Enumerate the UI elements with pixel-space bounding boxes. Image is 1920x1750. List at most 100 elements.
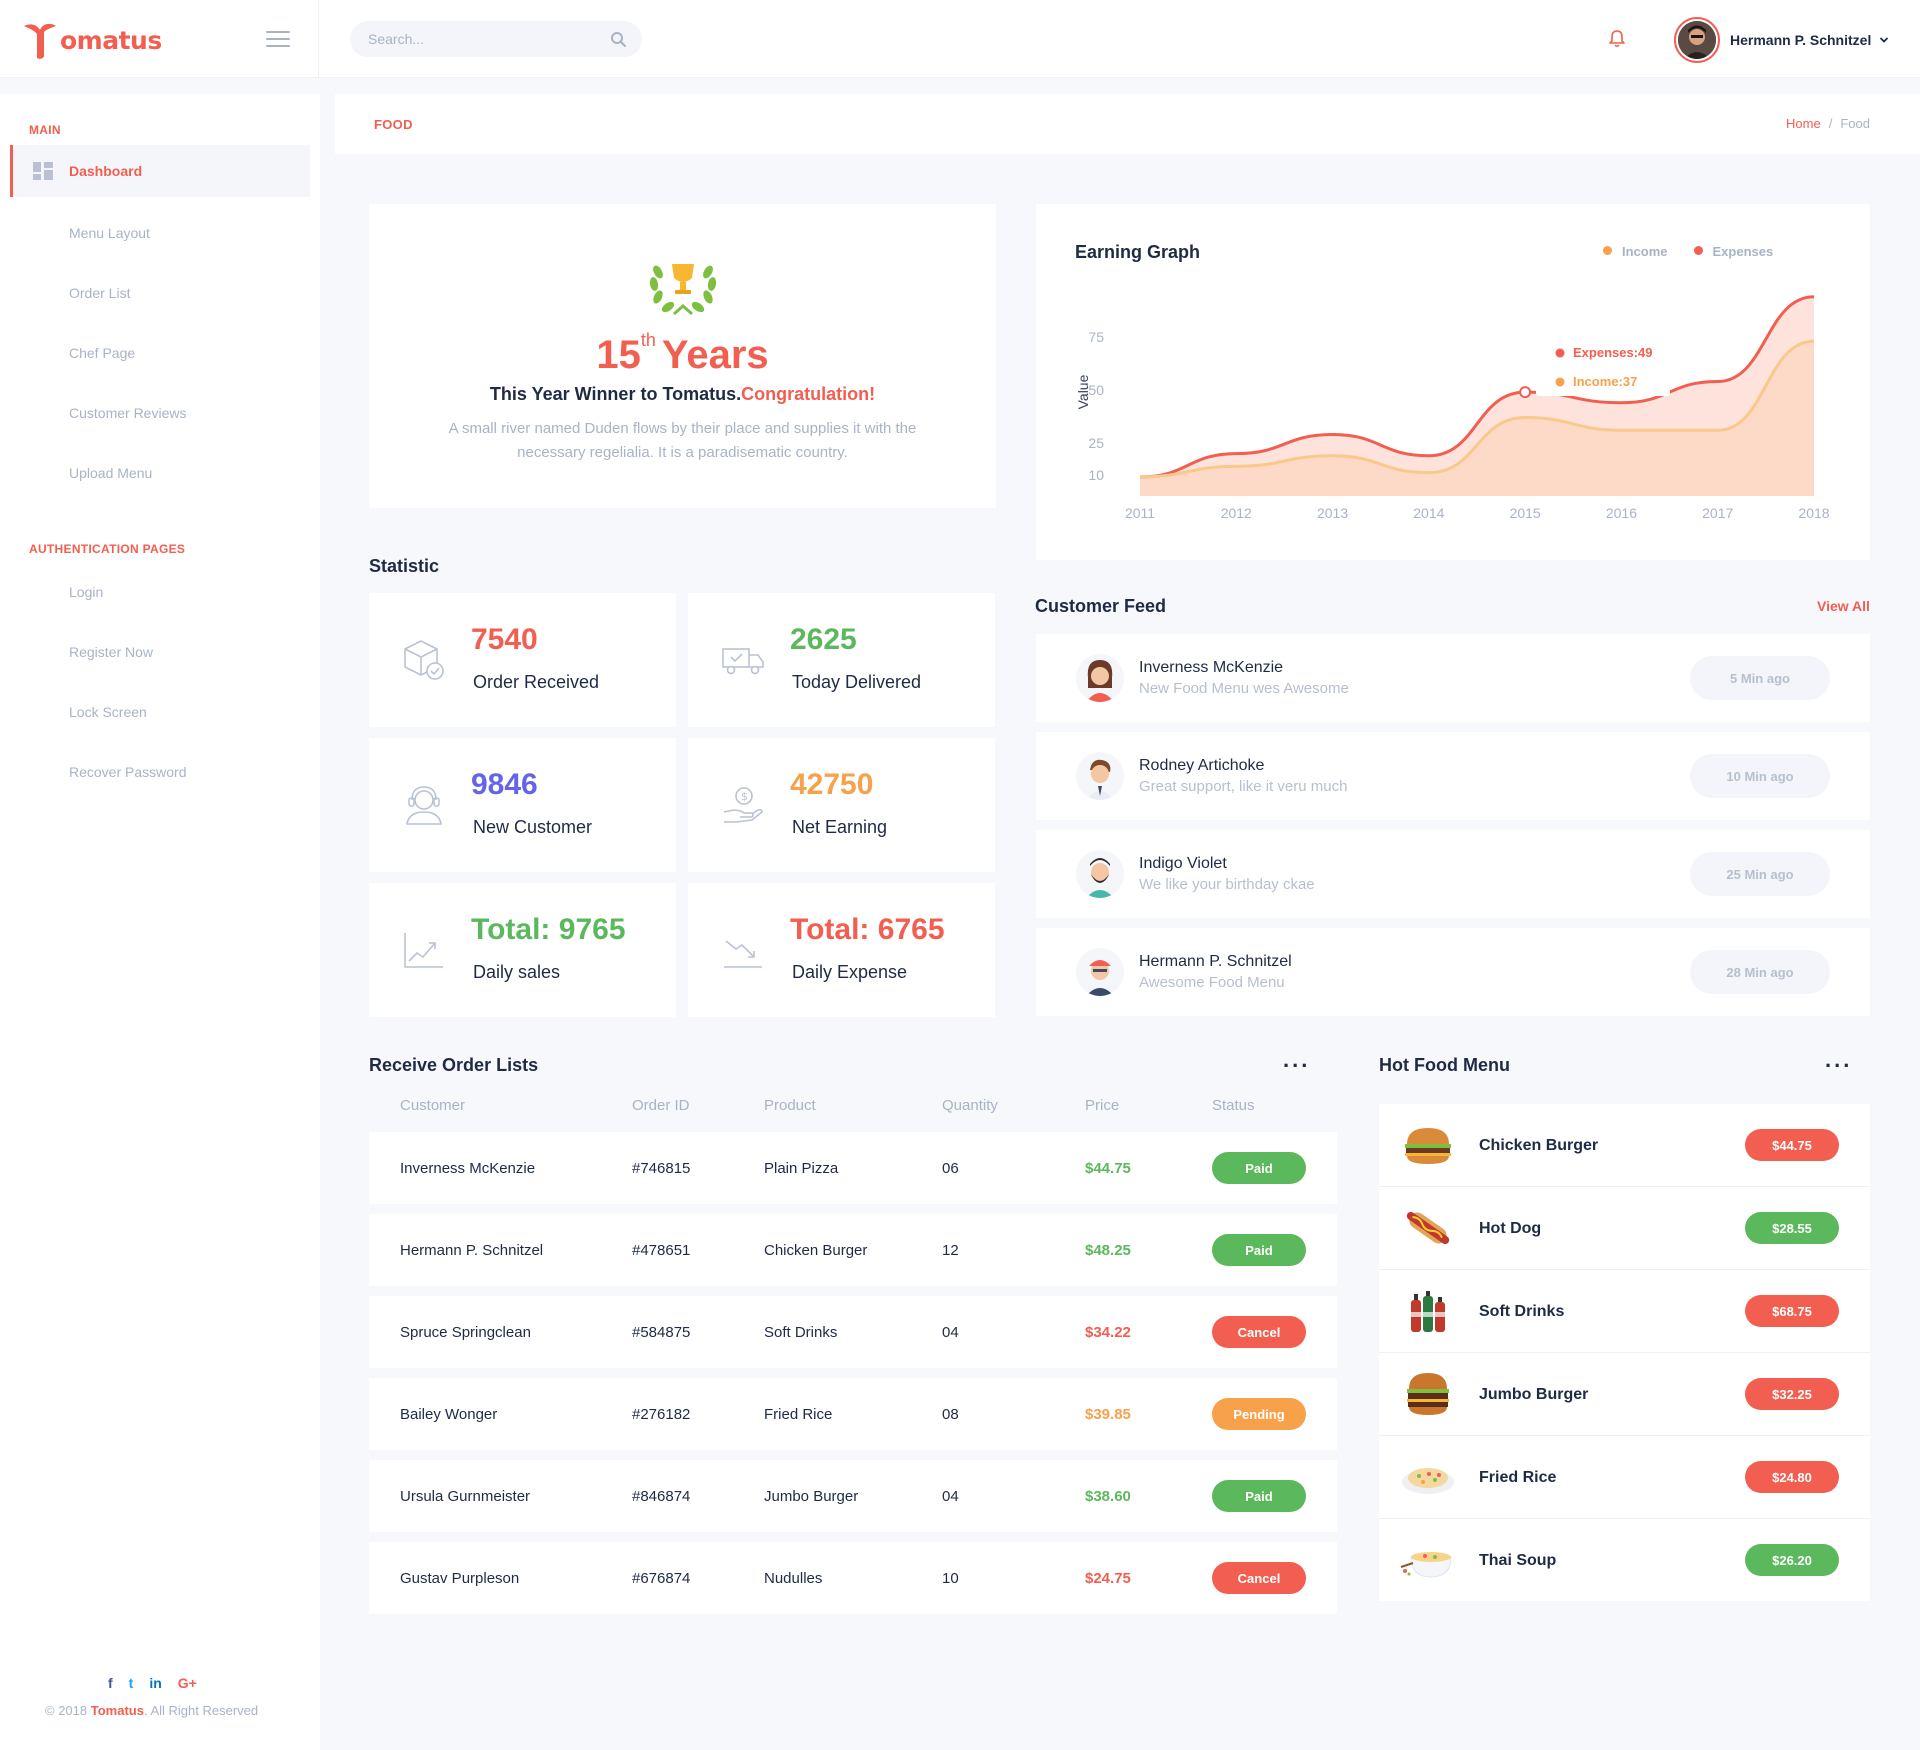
sidebar-item-customer-reviews[interactable]: Customer Reviews — [10, 387, 310, 439]
menu-item-price: $24.80 — [1745, 1461, 1839, 1493]
chart-tooltip — [1536, 330, 1670, 396]
stat-card-orders: 7540 Order Received — [369, 593, 676, 727]
table-row[interactable]: Ursula Gurnmeister #846874 Jumbo Burger 04 $… — [369, 1460, 1337, 1532]
table-row[interactable]: Spruce Springclean #584875 Soft Drinks 04 $3… — [369, 1296, 1337, 1368]
status-badge[interactable]: Cancel — [1212, 1562, 1306, 1594]
avatar — [1076, 654, 1124, 702]
status-badge[interactable]: Pending — [1212, 1398, 1306, 1430]
legend-dot-income — [1603, 246, 1612, 255]
column-header: Customer — [400, 1097, 466, 1114]
feed-message: Awesome Food Menu — [1139, 974, 1285, 991]
statistic-heading: Statistic — [369, 556, 440, 576]
brand-name: omatus — [60, 25, 162, 55]
feed-item[interactable]: Rodney Artichoke Great support, like it … — [1036, 732, 1870, 820]
hot-menu-more-icon[interactable]: ... — [1825, 1047, 1853, 1072]
sidebar-item-recover-password[interactable]: Recover Password — [10, 746, 310, 798]
feed-message: New Food Menu wes Awesome — [1139, 680, 1349, 697]
stat-card-earning: $ 42750 Net Earning — [688, 738, 995, 872]
bearded-man-avatar-icon — [1086, 858, 1114, 898]
stat-label: Daily sales — [473, 962, 561, 982]
stat-card-delivered: 2625 Today Delivered — [688, 593, 995, 727]
legend-expenses[interactable]: Expenses — [1693, 244, 1773, 259]
facebook-icon[interactable]: f — [108, 1675, 113, 1691]
google-plus-icon[interactable]: G+ — [177, 1675, 197, 1691]
winner-text: This Year Winner to Tomatus. — [489, 384, 742, 404]
menu-item[interactable]: Chicken Burger $44.75 — [1379, 1104, 1870, 1187]
sidebar-heading-main: MAIN — [29, 123, 61, 137]
twitter-icon[interactable]: t — [128, 1675, 134, 1691]
menu-toggle-icon[interactable] — [266, 31, 290, 47]
cell-product: Chicken Burger — [764, 1242, 868, 1259]
sidebar-item-chef-page[interactable]: Chef Page — [10, 327, 310, 379]
sidebar-item-register[interactable]: Register Now — [10, 626, 310, 678]
sidebar-item-menu-layout[interactable]: Menu Layout — [10, 207, 310, 259]
status-badge[interactable]: Paid — [1212, 1480, 1306, 1512]
cell-customer: Gustav Purpleson — [400, 1570, 520, 1587]
breadcrumb-home[interactable]: Home — [1786, 116, 1821, 131]
menu-item[interactable]: Hot Dog $28.55 — [1379, 1187, 1870, 1270]
cell-qty: 08 — [942, 1406, 959, 1423]
linkedin-icon[interactable]: in — [149, 1675, 162, 1691]
stat-label: Today Delivered — [792, 672, 922, 692]
feed-item[interactable]: Hermann P. Schnitzel Awesome Food Menu 2… — [1036, 928, 1870, 1016]
y-tick-label: 50 — [1088, 382, 1104, 398]
menu-item-name: Hot Dog — [1479, 1220, 1542, 1237]
table-row[interactable]: Hermann P. Schnitzel #478651 Chicken Burge… — [369, 1214, 1337, 1286]
sidebar-item-lock-screen[interactable]: Lock Screen — [10, 686, 310, 738]
stat-value: 2625 — [790, 623, 857, 656]
feed-item[interactable]: Indigo Violet We like your birthday ckae… — [1036, 830, 1870, 918]
sidebar-item-label: Dashboard — [69, 163, 143, 179]
box-icon — [404, 640, 444, 680]
stat-card-daily-expense: Total: 6765 Daily Expense — [688, 883, 995, 1017]
stat-value: Total: 9765 — [471, 913, 626, 946]
top-header: omatus Hermann P. Schnitzel — [0, 0, 1920, 78]
copyright-prefix: © 2018 — [45, 1703, 91, 1718]
hotdog-icon — [1406, 1211, 1450, 1245]
view-all-link[interactable]: View All — [1817, 598, 1870, 614]
copyright-brand[interactable]: Tomatus — [90, 1703, 144, 1718]
status-badge[interactable]: Cancel — [1212, 1316, 1306, 1348]
years-word: Years — [661, 333, 769, 377]
headset-icon — [406, 786, 442, 825]
dashboard-grid-icon — [33, 162, 53, 180]
sidebar-item-order-list[interactable]: Order List — [10, 267, 310, 319]
soup-icon — [1400, 1552, 1452, 1578]
x-tick-label: 2012 — [1221, 505, 1252, 521]
menu-item[interactable]: Thai Soup $26.20 — [1379, 1519, 1870, 1602]
feed-name: Indigo Violet — [1139, 855, 1227, 872]
avatar — [1076, 752, 1124, 800]
column-header: Status — [1212, 1097, 1255, 1114]
cell-customer: Ursula Gurnmeister — [400, 1488, 531, 1505]
legend-income[interactable]: Income — [1603, 244, 1668, 259]
sidebar-item-upload-menu[interactable]: Upload Menu — [10, 447, 310, 499]
menu-item[interactable]: Soft Drinks $68.75 — [1379, 1270, 1870, 1353]
drinks-icon — [1411, 1291, 1445, 1332]
tooltip-dot-income — [1555, 377, 1565, 387]
sidebar-heading-auth: AUTHENTICATION PAGES — [29, 542, 186, 556]
breadcrumb-separator: / — [1828, 116, 1833, 131]
user-photo-icon — [1678, 21, 1716, 59]
menu-item[interactable]: Jumbo Burger $32.25 — [1379, 1353, 1870, 1436]
table-row[interactable]: Bailey Wonger #276182 Fried Rice 08 $39.85 Pe… — [369, 1378, 1337, 1450]
user-profile-menu[interactable]: Hermann P. Schnitzel — [1674, 17, 1889, 63]
legend-dot-expenses — [1693, 246, 1703, 255]
income-line — [1139, 339, 1815, 479]
search-icon[interactable] — [610, 31, 626, 47]
table-row[interactable]: Inverness McKenzie #746815 Plain Pizza 06 $4… — [369, 1132, 1337, 1204]
sidebar-item-dashboard[interactable]: Dashboard — [10, 145, 310, 197]
brand-logo[interactable]: omatus — [22, 20, 322, 60]
status-badge[interactable]: Paid — [1212, 1152, 1306, 1184]
cell-id: #846874 — [632, 1488, 691, 1505]
feed-item[interactable]: Inverness McKenzie New Food Menu wes Awe… — [1036, 634, 1870, 722]
stat-label: New Customer — [473, 817, 593, 837]
search-input[interactable] — [350, 21, 590, 57]
menu-item[interactable]: Fried Rice $24.80 — [1379, 1436, 1870, 1519]
table-row[interactable]: Gustav Purpleson #676874 Nudulles 10 $24.75 C… — [369, 1542, 1337, 1614]
status-badge[interactable]: Paid — [1212, 1234, 1306, 1266]
cell-customer: Hermann P. Schnitzel — [400, 1242, 544, 1259]
cell-product: Nudulles — [764, 1570, 823, 1587]
orders-more-icon[interactable]: ... — [1283, 1047, 1311, 1072]
sidebar-item-login[interactable]: Login — [10, 566, 310, 618]
notification-bell-icon[interactable] — [1607, 29, 1627, 49]
stat-card-customers: 9846 New Customer — [369, 738, 676, 872]
